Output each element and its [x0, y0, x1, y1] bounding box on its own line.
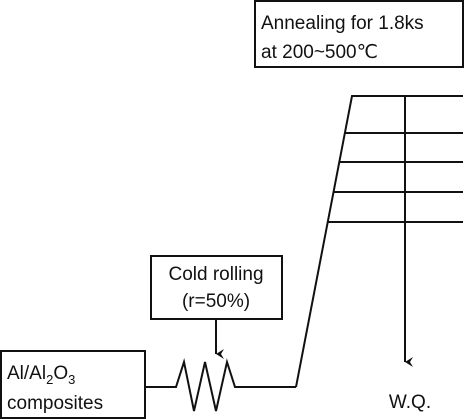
annealing-text: Annealing for 1.8ks: [261, 13, 424, 34]
quench-label: W.Q.: [389, 392, 431, 413]
annealing-box: [254, 0, 464, 68]
material-formula: Al/Al2O3: [7, 363, 75, 387]
material-box: [0, 350, 146, 419]
formula-sub: 3: [68, 372, 75, 387]
formula-sub: 2: [46, 372, 53, 387]
rolling-text: Cold rolling: [168, 264, 263, 285]
formula-part: Al/Al: [7, 363, 46, 384]
formula-part: O: [53, 363, 68, 384]
material-name: composites: [7, 393, 103, 414]
rolling-text: (r=50%): [182, 291, 250, 312]
annealing-profile: [295, 95, 463, 388]
annealing-text: at 200~500℃: [261, 42, 378, 63]
rolling-zigzag: [145, 358, 296, 412]
